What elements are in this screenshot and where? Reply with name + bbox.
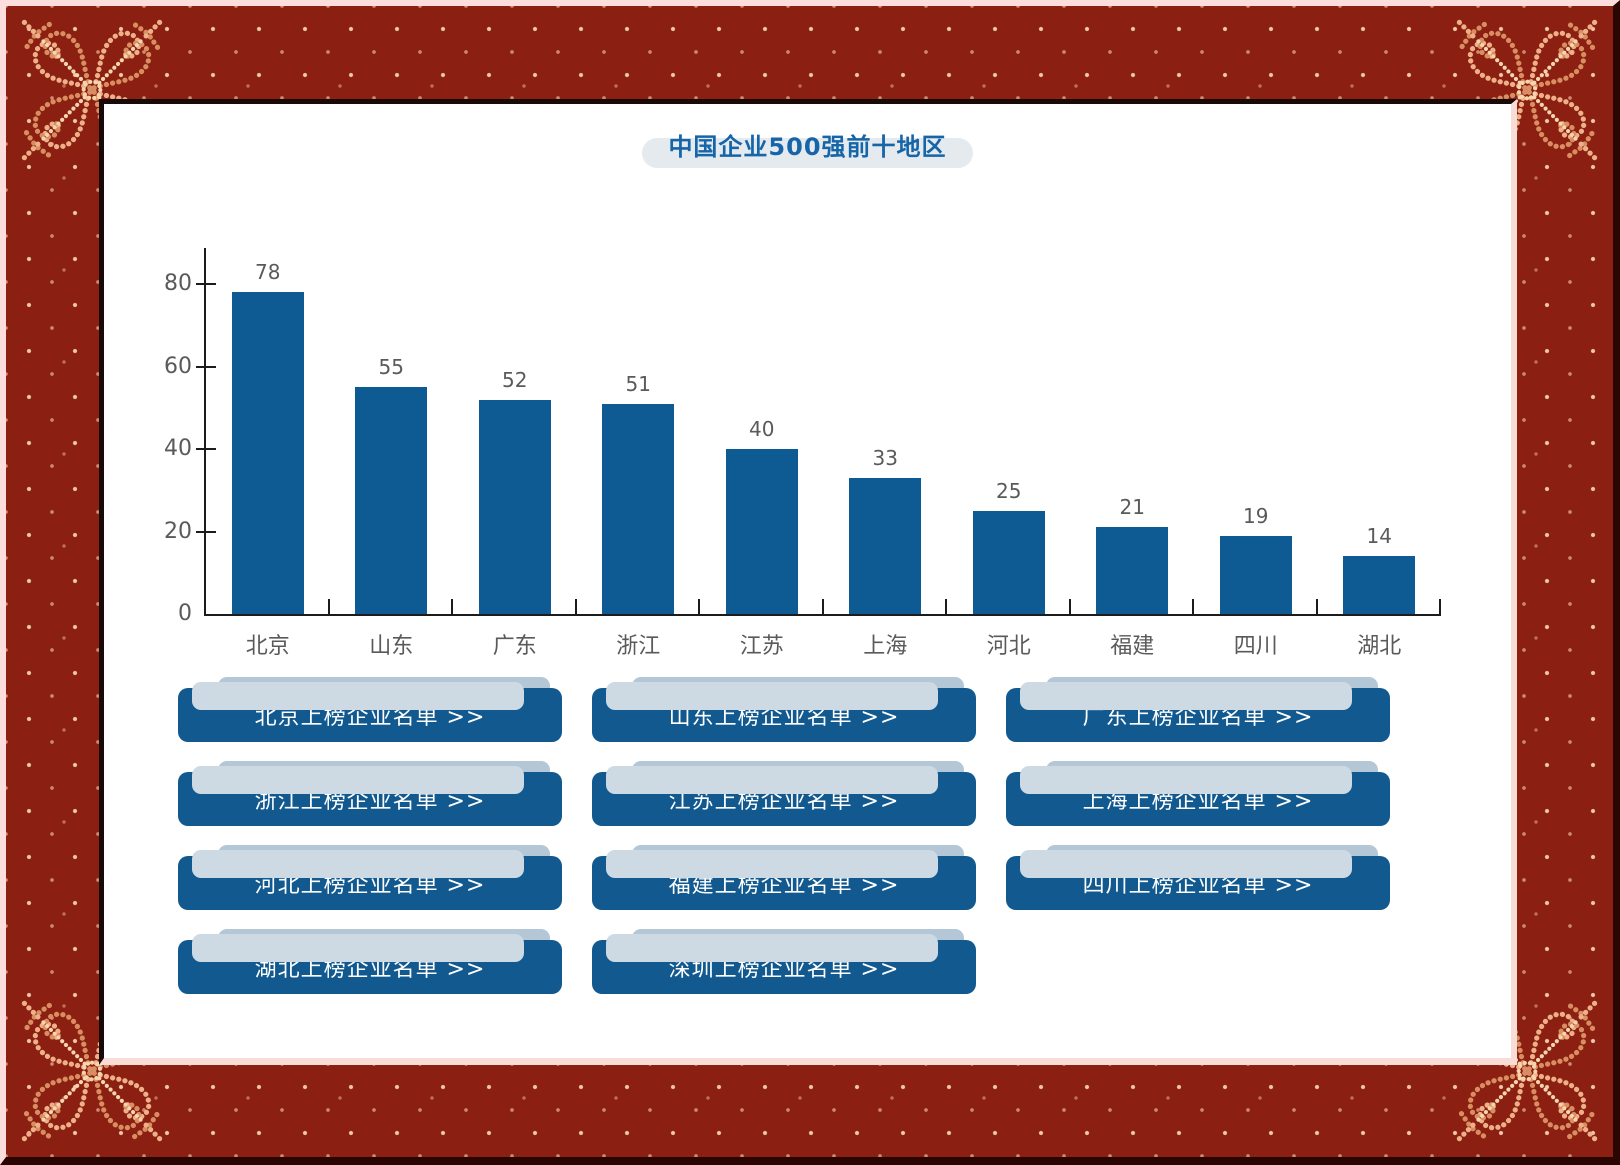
bar-四川 <box>1219 535 1292 614</box>
x-axis-label: 江苏 <box>739 634 784 659</box>
bar-value-label: 55 <box>378 355 404 380</box>
region-list-button[interactable]: 湖北上榜企业名单 >> <box>178 940 562 994</box>
bar-福建 <box>1096 527 1169 614</box>
y-axis-tick <box>196 283 216 285</box>
region-button-cell: 山东上榜企业名单 >> <box>592 677 976 742</box>
content-panel: 中国企业500强前十地区 0 20 40 60 80 78 北京 55 山东 52 广东 51 浙江 40… <box>99 99 1517 1065</box>
region-list-button[interactable]: 上海上榜企业名单 >> <box>1006 772 1390 826</box>
bar-山东 <box>355 387 428 614</box>
y-axis-label: 60 <box>164 353 192 379</box>
region-list-button[interactable]: 江苏上榜企业名单 >> <box>592 772 976 826</box>
bar-北京 <box>231 292 304 614</box>
region-button-grid: 北京上榜企业名单 >> 山东上榜企业名单 >> 广东上榜企业名单 >> 浙江上榜企业名… <box>178 677 1390 994</box>
bar-value-label: 51 <box>625 371 651 396</box>
x-axis-tick <box>451 599 453 614</box>
x-axis-tick <box>945 599 947 614</box>
bar-湖北 <box>1343 556 1416 614</box>
chart-title-area: 中国企业500强前十地区 <box>104 104 1511 194</box>
bar-河北 <box>972 510 1045 614</box>
region-button-cell: 江苏上榜企业名单 >> <box>592 761 976 826</box>
region-button-cell: 广东上榜企业名单 >> <box>1006 677 1390 742</box>
bar-value-label: 19 <box>1243 503 1269 528</box>
bar-value-label: 40 <box>749 417 775 441</box>
region-button-cell: 浙江上榜企业名单 >> <box>178 761 562 826</box>
region-button-cell: 河北上榜企业名单 >> <box>178 845 562 910</box>
page-title: 中国企业500强前十地区 <box>668 133 947 161</box>
bar-广东 <box>478 399 551 614</box>
region-list-button[interactable]: 广东上榜企业名单 >> <box>1006 688 1390 742</box>
plot-area: 0 20 40 60 80 78 北京 55 山东 52 广东 51 浙江 40 江苏 33 上海 25 河北 21 福… <box>164 248 1441 659</box>
region-list-button[interactable]: 北京上榜企业名单 >> <box>178 688 562 742</box>
y-axis-tick <box>196 365 216 368</box>
x-axis-tick <box>327 599 330 614</box>
x-axis-label: 山东 <box>369 634 414 659</box>
x-axis-tick <box>1439 599 1441 614</box>
x-axis-label: 四川 <box>1233 634 1278 659</box>
region-button-cell: 上海上榜企业名单 >> <box>1006 761 1390 826</box>
region-button-cell: 北京上榜企业名单 >> <box>178 677 562 742</box>
bar-chart: 0 20 40 60 80 78 北京 55 山东 52 广东 51 浙江 40 江苏 33 上海 25 河北 21 福… <box>164 248 1441 668</box>
x-axis-label: 河北 <box>986 634 1031 659</box>
y-axis-tick <box>196 530 216 533</box>
bar-value-label: 52 <box>502 367 528 392</box>
bar-江苏 <box>725 449 798 614</box>
region-button-cell: 福建上榜企业名单 >> <box>592 845 976 910</box>
x-axis-tick <box>1315 599 1318 614</box>
bar-上海 <box>849 477 922 614</box>
y-axis-label: 20 <box>164 518 192 544</box>
y-axis-label: 0 <box>178 601 192 626</box>
x-axis-label: 福建 <box>1110 634 1155 659</box>
region-button-cell: 深圳上榜企业名单 >> <box>592 929 976 994</box>
y-axis-label: 40 <box>164 436 192 461</box>
x-axis-tick <box>1068 599 1071 614</box>
region-button-cell: 湖北上榜企业名单 >> <box>178 929 562 994</box>
y-axis-tick <box>196 448 216 450</box>
x-axis-tick <box>1192 599 1194 614</box>
region-list-button[interactable]: 深圳上榜企业名单 >> <box>592 940 976 994</box>
bar-value-label: 25 <box>996 478 1022 503</box>
x-axis-label: 湖北 <box>1357 634 1402 659</box>
region-list-button[interactable]: 河北上榜企业名单 >> <box>178 856 562 910</box>
x-axis-tick <box>698 599 700 614</box>
bar-value-label: 78 <box>255 260 281 285</box>
x-axis-label: 北京 <box>245 634 290 659</box>
region-list-button[interactable]: 四川上榜企业名单 >> <box>1006 856 1390 910</box>
title-pill: 中国企业500强前十地区 <box>642 133 973 168</box>
region-list-button[interactable]: 山东上榜企业名单 >> <box>592 688 976 742</box>
bar-浙江 <box>602 403 675 614</box>
x-axis-label: 广东 <box>492 634 537 659</box>
x-axis-label: 浙江 <box>616 634 661 659</box>
region-list-button[interactable]: 浙江上榜企业名单 >> <box>178 772 562 826</box>
bar-value-label: 21 <box>1119 495 1145 520</box>
x-axis-label: 上海 <box>863 634 908 659</box>
y-axis-label: 80 <box>164 271 192 296</box>
bar-value-label: 33 <box>872 445 898 470</box>
x-axis-tick <box>574 599 577 614</box>
x-axis-tick <box>821 599 824 614</box>
region-list-button[interactable]: 福建上榜企业名单 >> <box>592 856 976 910</box>
region-button-cell: 四川上榜企业名单 >> <box>1006 845 1390 910</box>
bar-value-label: 14 <box>1366 524 1392 549</box>
